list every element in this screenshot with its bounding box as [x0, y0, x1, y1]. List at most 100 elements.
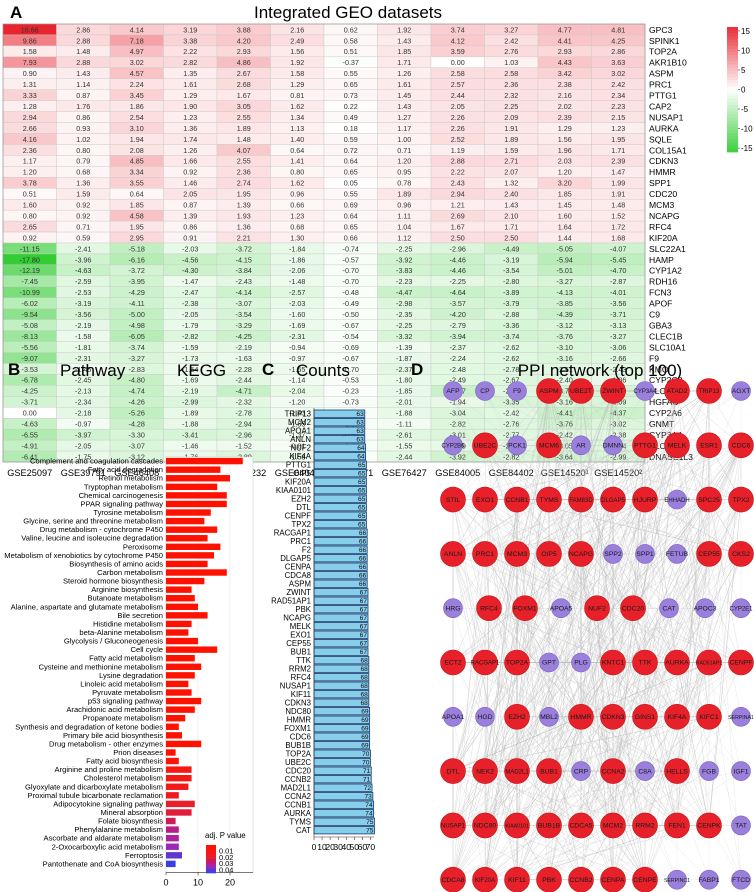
ppi-node — [539, 706, 559, 727]
colorbar-segment — [727, 55, 738, 59]
colorbar-segment — [727, 117, 738, 122]
heatmap-cell-value: 0.59 — [344, 135, 358, 144]
ppi-edge — [484, 445, 634, 609]
counts-gene-label: RAD51AP1 — [271, 596, 311, 605]
heatmap-cell-value: -2.13 — [75, 387, 91, 396]
heatmap-cell-value: -2.61 — [396, 430, 412, 439]
kegg-category-label: PPAR signaling pathway — [80, 499, 163, 508]
ppi-node-label: CYP3A4 — [633, 389, 657, 395]
heatmap-cell-value: -3.71 — [610, 310, 626, 319]
heatmap-cell-value: -2.80 — [503, 277, 519, 286]
heatmap-cell-value: -0.37 — [343, 58, 359, 67]
ppi-edge — [644, 716, 742, 826]
heatmap-cell-value: -2.59 — [75, 277, 91, 286]
heatmap-cell-value: -2.53 — [75, 288, 91, 297]
heatmap-cell-value: -3.85 — [557, 299, 573, 308]
ppi-node-label: MCM2 — [603, 823, 623, 830]
kegg-bar — [166, 860, 176, 868]
counts-bar-value: 66 — [359, 564, 367, 571]
ppi-edge — [452, 716, 486, 880]
counts-gene-label: CDC20 — [285, 766, 311, 775]
heatmap-cell-value: 0.91 — [183, 233, 197, 242]
heatmap-cell-value: -3.07 — [236, 299, 252, 308]
heatmap-cell-value: -1.14 — [289, 376, 305, 385]
ppi-node — [696, 649, 722, 676]
heatmap-cell-value: 1.26 — [397, 69, 411, 78]
ppi-node-label: KIFC1 — [699, 714, 718, 721]
counts-x-tick-label: 20 — [325, 842, 335, 852]
counts-bar-value: 72 — [364, 785, 372, 792]
heatmap-dataset-label: GSE14520¹ — [541, 468, 589, 478]
ppi-edge — [452, 445, 582, 826]
heatmap-cell-value: -1.37 — [289, 430, 305, 439]
heatmap-gene-label: CDKN3 — [649, 156, 678, 166]
heatmap-cell-value: 2.39 — [558, 113, 572, 122]
ppi-node — [731, 598, 751, 619]
counts-gene-label: CEP55 — [286, 639, 311, 648]
ppi-node-label: AURKA — [665, 660, 689, 667]
heatmap-cell-value: -3.56 — [610, 299, 626, 308]
heatmap-cell-value: 2.55 — [237, 157, 251, 166]
heatmap-cell-value: 1.59 — [504, 146, 518, 155]
counts-gene-label: KIF4A — [289, 452, 311, 461]
heatmap-cell-value: -17.80 — [20, 255, 40, 264]
counts-gene-label: CCNB2 — [285, 775, 311, 784]
heatmap-gene-label: SQLE — [649, 134, 672, 144]
ppi-node-label: HMMR — [570, 714, 591, 721]
heatmap-cell-value: 3.42 — [558, 69, 572, 78]
ppi-node-label: PCK1 — [508, 443, 526, 450]
heatmap-gene-label: HGFAC — [649, 397, 679, 407]
counts-gene-label: EZH2 — [291, 494, 311, 503]
heatmap-cell-value: 2.74 — [237, 179, 251, 188]
heatmap-cell-value: 4.85 — [130, 157, 144, 166]
heatmap-cell-value: 1.86 — [130, 102, 144, 111]
ppi-edge — [644, 445, 742, 554]
heatmap-title: Integrated GEO datasets — [254, 3, 442, 22]
heatmap-cell-value: -2.25 — [450, 277, 466, 286]
ppi-edge — [524, 445, 710, 609]
heatmap-gene-label: MCM3 — [649, 200, 675, 210]
counts-bar-value: 65 — [358, 522, 366, 529]
heatmap-cell-value: -4.01 — [610, 288, 626, 297]
counts-bar-value: 69 — [361, 717, 369, 724]
counts-gene-label: DTL — [296, 503, 311, 512]
counts-gene-label: FOXM1 — [284, 724, 311, 733]
ppi-node-label: MCM3 — [507, 551, 527, 558]
counts-gene-label: NCAPG — [283, 613, 311, 622]
heatmap-cell-value: -2.42 — [557, 430, 573, 439]
heatmap-cell-value: 2.50 — [504, 233, 518, 242]
heatmap-cell-value: -1.85 — [396, 387, 412, 396]
heatmap-cell-value: -6.02 — [22, 299, 38, 308]
heatmap-cell-value: 1.91 — [504, 124, 518, 133]
heatmap-cell-value: -2.28 — [236, 365, 252, 374]
kegg-bar — [166, 466, 221, 473]
heatmap-cell-value: 2.36 — [504, 80, 518, 89]
panel-d-ppi-network: D PPI network (top 100) AFP CP F9 ASPM UBE2T ZW… — [411, 360, 754, 892]
ppi-node — [507, 435, 527, 456]
kegg-category-label: Lysine degradation — [99, 671, 163, 680]
ppi-node — [667, 489, 687, 510]
heatmap-gene-label: NCAPG — [649, 211, 680, 221]
ppi-node-label: BUB1B — [538, 823, 561, 830]
heatmap-cell-value: 4.16 — [23, 135, 37, 144]
kegg-pathway-title: Pathway — [60, 361, 126, 380]
heatmap-cell-value: 2.50 — [451, 233, 465, 242]
kegg-bar — [166, 706, 195, 713]
heatmap-cell-value: -2.19 — [75, 321, 91, 330]
heatmap-cell-value: -4.20 — [450, 310, 466, 319]
heatmap-cell-value: 2.26 — [451, 113, 465, 122]
kegg-bar — [166, 663, 202, 670]
heatmap-cell-value: 1.90 — [183, 102, 197, 111]
heatmap-cell-value: -2.43 — [610, 365, 626, 374]
ppi-edge — [612, 662, 646, 826]
colorbar-segment — [727, 58, 738, 62]
heatmap-cell-value: -1.58 — [289, 452, 305, 461]
counts-bar-value: 66 — [359, 530, 367, 537]
heatmap-cell-value: -4.11 — [129, 299, 145, 308]
heatmap-cell-value: 2.03 — [558, 157, 572, 166]
ppi-edge — [676, 390, 742, 554]
colorbar-segment — [727, 142, 738, 147]
ppi-node-label: CKS2 — [732, 551, 750, 558]
kegg-category-label: Glyoxylate and dicarboxylate metabolism — [25, 782, 163, 791]
colorbar-segment — [727, 52, 738, 56]
